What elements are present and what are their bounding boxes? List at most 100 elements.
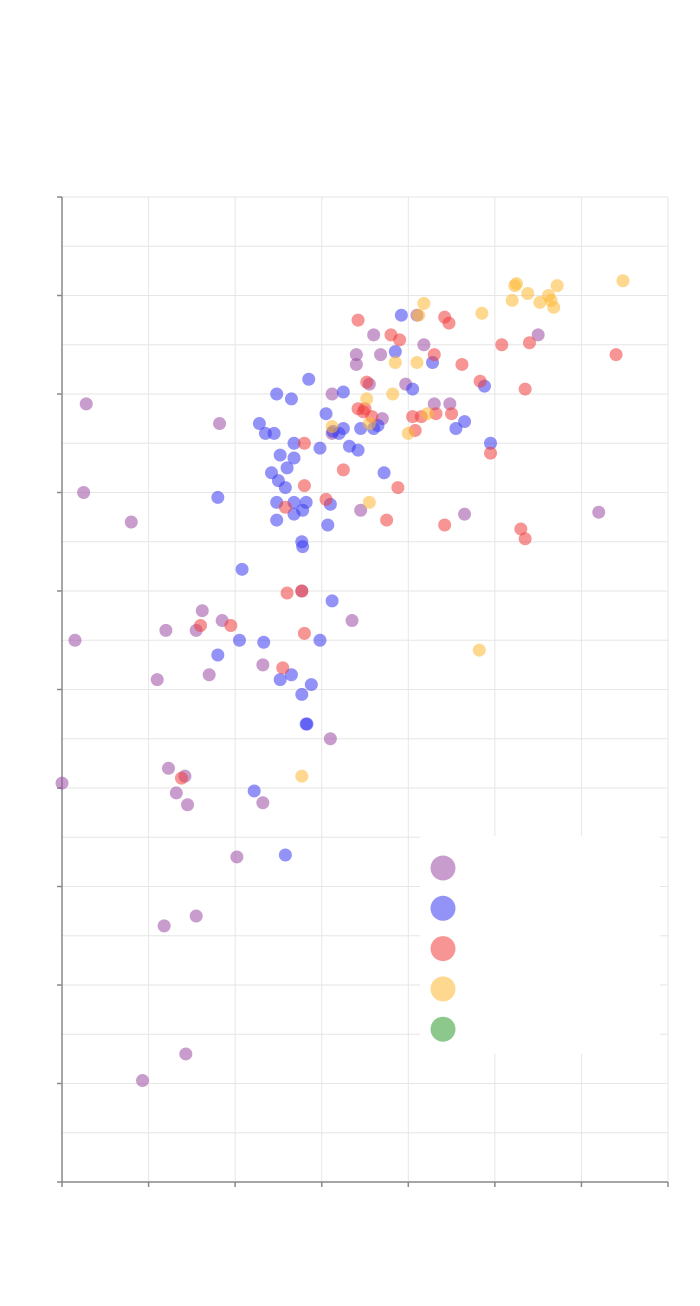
data-point-series-1 xyxy=(79,397,93,411)
data-point-series-3 xyxy=(609,348,623,362)
data-point-series-1 xyxy=(256,658,270,672)
data-point-series-1 xyxy=(323,732,337,746)
data-point-series-1 xyxy=(189,909,203,923)
data-point-series-2 xyxy=(211,648,225,662)
data-point-series-2 xyxy=(458,415,472,429)
data-point-series-1 xyxy=(179,1047,193,1061)
data-point-series-4 xyxy=(420,407,434,421)
data-point-series-1 xyxy=(325,387,339,401)
data-point-series-3 xyxy=(391,481,405,495)
data-point-series-2 xyxy=(304,678,318,692)
data-point-series-2 xyxy=(278,481,292,495)
data-point-series-2 xyxy=(313,441,327,455)
data-point-series-1 xyxy=(354,503,368,517)
legend-marker-series-4 xyxy=(430,976,456,1002)
data-point-series-2 xyxy=(267,426,281,440)
data-point-series-1 xyxy=(150,673,164,687)
data-point-series-3 xyxy=(518,382,532,396)
data-point-series-2 xyxy=(299,495,313,509)
data-point-series-3 xyxy=(455,357,469,371)
data-point-series-2 xyxy=(280,461,294,475)
data-point-series-3 xyxy=(427,348,441,362)
data-point-series-3 xyxy=(495,338,509,352)
data-point-series-3 xyxy=(297,436,311,450)
data-point-series-3 xyxy=(297,626,311,640)
data-point-series-2 xyxy=(232,633,246,647)
data-point-series-2 xyxy=(211,490,225,504)
data-point-series-1 xyxy=(195,604,209,618)
data-point-series-1 xyxy=(417,338,431,352)
data-point-series-4 xyxy=(295,769,309,783)
data-point-series-1 xyxy=(159,623,173,637)
data-point-series-1 xyxy=(531,328,545,342)
data-point-series-4 xyxy=(475,306,489,320)
data-point-series-2 xyxy=(287,507,301,521)
data-point-series-2 xyxy=(321,518,335,532)
data-point-series-3 xyxy=(393,333,407,347)
data-point-series-4 xyxy=(616,274,630,288)
data-point-series-4 xyxy=(508,279,522,293)
data-point-series-1 xyxy=(161,761,175,775)
data-point-series-4 xyxy=(412,308,426,322)
data-point-series-2 xyxy=(284,668,298,682)
data-point-series-2 xyxy=(287,436,301,450)
data-point-series-2 xyxy=(449,421,463,435)
legend-marker-series-5 xyxy=(430,1016,456,1042)
data-point-series-1 xyxy=(349,357,363,371)
data-point-series-2 xyxy=(302,372,316,386)
data-point-series-1 xyxy=(68,633,82,647)
data-point-series-4 xyxy=(386,387,400,401)
data-point-series-4 xyxy=(521,287,535,301)
data-point-series-2 xyxy=(295,687,309,701)
data-point-series-3 xyxy=(224,618,238,632)
data-point-series-4 xyxy=(325,420,339,434)
data-point-series-2 xyxy=(336,385,350,399)
data-point-series-4 xyxy=(533,295,547,309)
data-point-series-2 xyxy=(252,417,266,431)
data-point-series-2 xyxy=(235,562,249,576)
data-point-series-4 xyxy=(410,355,424,369)
data-point-series-3 xyxy=(194,618,208,632)
data-point-series-1 xyxy=(458,507,472,521)
data-point-series-4 xyxy=(505,293,519,307)
data-point-series-3 xyxy=(276,661,290,675)
data-point-series-4 xyxy=(401,426,415,440)
data-point-series-3 xyxy=(360,375,374,389)
data-point-series-2 xyxy=(270,387,284,401)
data-point-series-2 xyxy=(377,466,391,480)
data-point-series-3 xyxy=(351,313,365,327)
data-point-series-3 xyxy=(358,402,372,416)
data-point-series-4 xyxy=(388,355,402,369)
data-point-series-1 xyxy=(169,786,183,800)
data-point-series-4 xyxy=(362,495,376,509)
data-point-series-1 xyxy=(136,1074,150,1088)
data-point-series-3 xyxy=(295,584,309,598)
data-point-series-1 xyxy=(230,850,244,864)
data-point-series-4 xyxy=(550,279,564,293)
data-point-series-4 xyxy=(362,417,376,431)
data-point-series-2 xyxy=(313,633,327,647)
data-point-series-2 xyxy=(325,594,339,608)
data-point-series-3 xyxy=(380,513,394,527)
data-point-series-3 xyxy=(319,492,333,506)
legend-marker-series-1 xyxy=(430,855,456,881)
data-point-series-2 xyxy=(484,436,498,450)
data-point-series-2 xyxy=(257,635,271,649)
data-point-series-1 xyxy=(181,798,195,812)
data-point-series-2 xyxy=(351,443,365,457)
data-point-series-3 xyxy=(174,771,188,785)
data-point-series-1 xyxy=(202,668,216,682)
legend-marker-series-2 xyxy=(430,895,456,921)
data-point-series-1 xyxy=(427,397,441,411)
data-point-series-2 xyxy=(247,784,261,798)
data-point-series-2 xyxy=(394,308,408,322)
legend-box xyxy=(420,836,660,1054)
data-point-series-1 xyxy=(367,328,381,342)
data-point-series-4 xyxy=(547,300,561,314)
data-point-series-1 xyxy=(443,397,457,411)
data-point-series-3 xyxy=(514,522,528,536)
data-point-series-3 xyxy=(297,479,311,493)
data-point-series-3 xyxy=(518,532,532,546)
